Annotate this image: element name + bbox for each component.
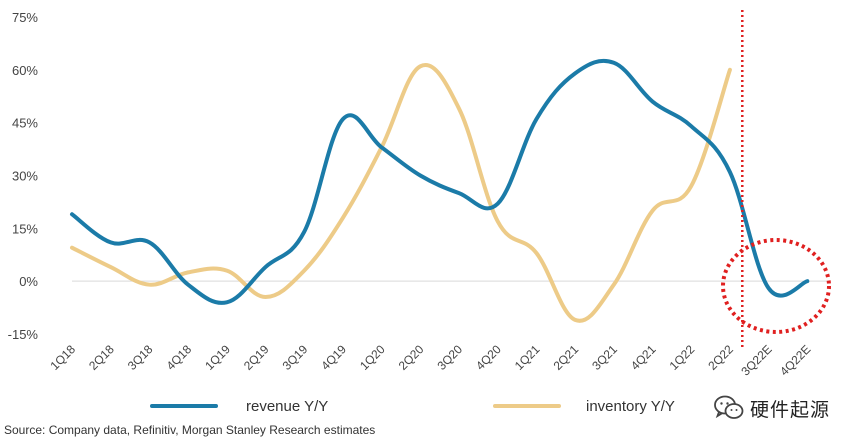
x-tick-label: 3Q21 bbox=[589, 342, 620, 373]
x-tick-label: 4Q19 bbox=[318, 342, 349, 373]
y-tick-label: 75% bbox=[12, 10, 38, 25]
x-axis: 1Q18 2Q18 3Q18 4Q18 1Q19 2Q19 3Q19 4Q19 1Q20 2Q20… bbox=[47, 342, 813, 379]
x-tick-label: 2Q19 bbox=[241, 342, 272, 373]
x-tick-label: 4Q21 bbox=[628, 342, 659, 373]
watermark-text: 硬件起源 bbox=[750, 398, 831, 421]
x-tick-label: 4Q18 bbox=[164, 342, 195, 373]
x-tick-label: 3Q18 bbox=[125, 342, 156, 373]
series-layer bbox=[70, 58, 810, 323]
y-tick-label: 30% bbox=[12, 169, 38, 184]
source-note: Source: Company data, Refinitiv, Morgan … bbox=[4, 423, 376, 437]
y-tick-label: 60% bbox=[12, 63, 38, 78]
x-tick-label: 1Q22 bbox=[667, 342, 698, 373]
y-tick-label: -15% bbox=[8, 327, 39, 342]
x-tick-label: 4Q20 bbox=[473, 342, 504, 373]
x-tick-label: 4Q22E bbox=[777, 342, 813, 378]
x-tick-label: 2Q18 bbox=[86, 342, 117, 373]
x-tick-label: 3Q20 bbox=[434, 342, 465, 373]
y-tick-label: 0% bbox=[19, 274, 38, 289]
legend-label-inventory-y-y: inventory Y/Y bbox=[586, 398, 675, 415]
x-tick-label: 2Q20 bbox=[396, 342, 427, 373]
x-tick-label: 2Q21 bbox=[551, 342, 582, 373]
x-tick-label: 3Q19 bbox=[280, 342, 311, 373]
watermark: 硬件起源 bbox=[714, 394, 830, 422]
x-tick-label: 1Q20 bbox=[357, 342, 388, 373]
x-tick-label: 1Q19 bbox=[202, 342, 233, 373]
highlight-circle bbox=[721, 238, 831, 334]
x-tick-label: 1Q18 bbox=[47, 342, 78, 373]
x-tick-label: 1Q21 bbox=[512, 342, 543, 373]
x-tick-label: 2Q22 bbox=[705, 342, 736, 373]
y-tick-label: 45% bbox=[12, 116, 38, 131]
legend: revenue Y/Y inventory Y/Y bbox=[150, 398, 675, 415]
series-line-inventory-y-y bbox=[70, 63, 732, 323]
wechat-icon bbox=[714, 395, 744, 419]
y-axis: -15% 0% 15% 30% 45% 60% 75% bbox=[8, 10, 39, 342]
legend-label-revenue-y-y: revenue Y/Y bbox=[246, 398, 328, 415]
series-line-revenue-y-y bbox=[70, 58, 810, 305]
y-tick-label: 15% bbox=[12, 221, 38, 236]
x-tick-label: 3Q22E bbox=[738, 342, 774, 378]
